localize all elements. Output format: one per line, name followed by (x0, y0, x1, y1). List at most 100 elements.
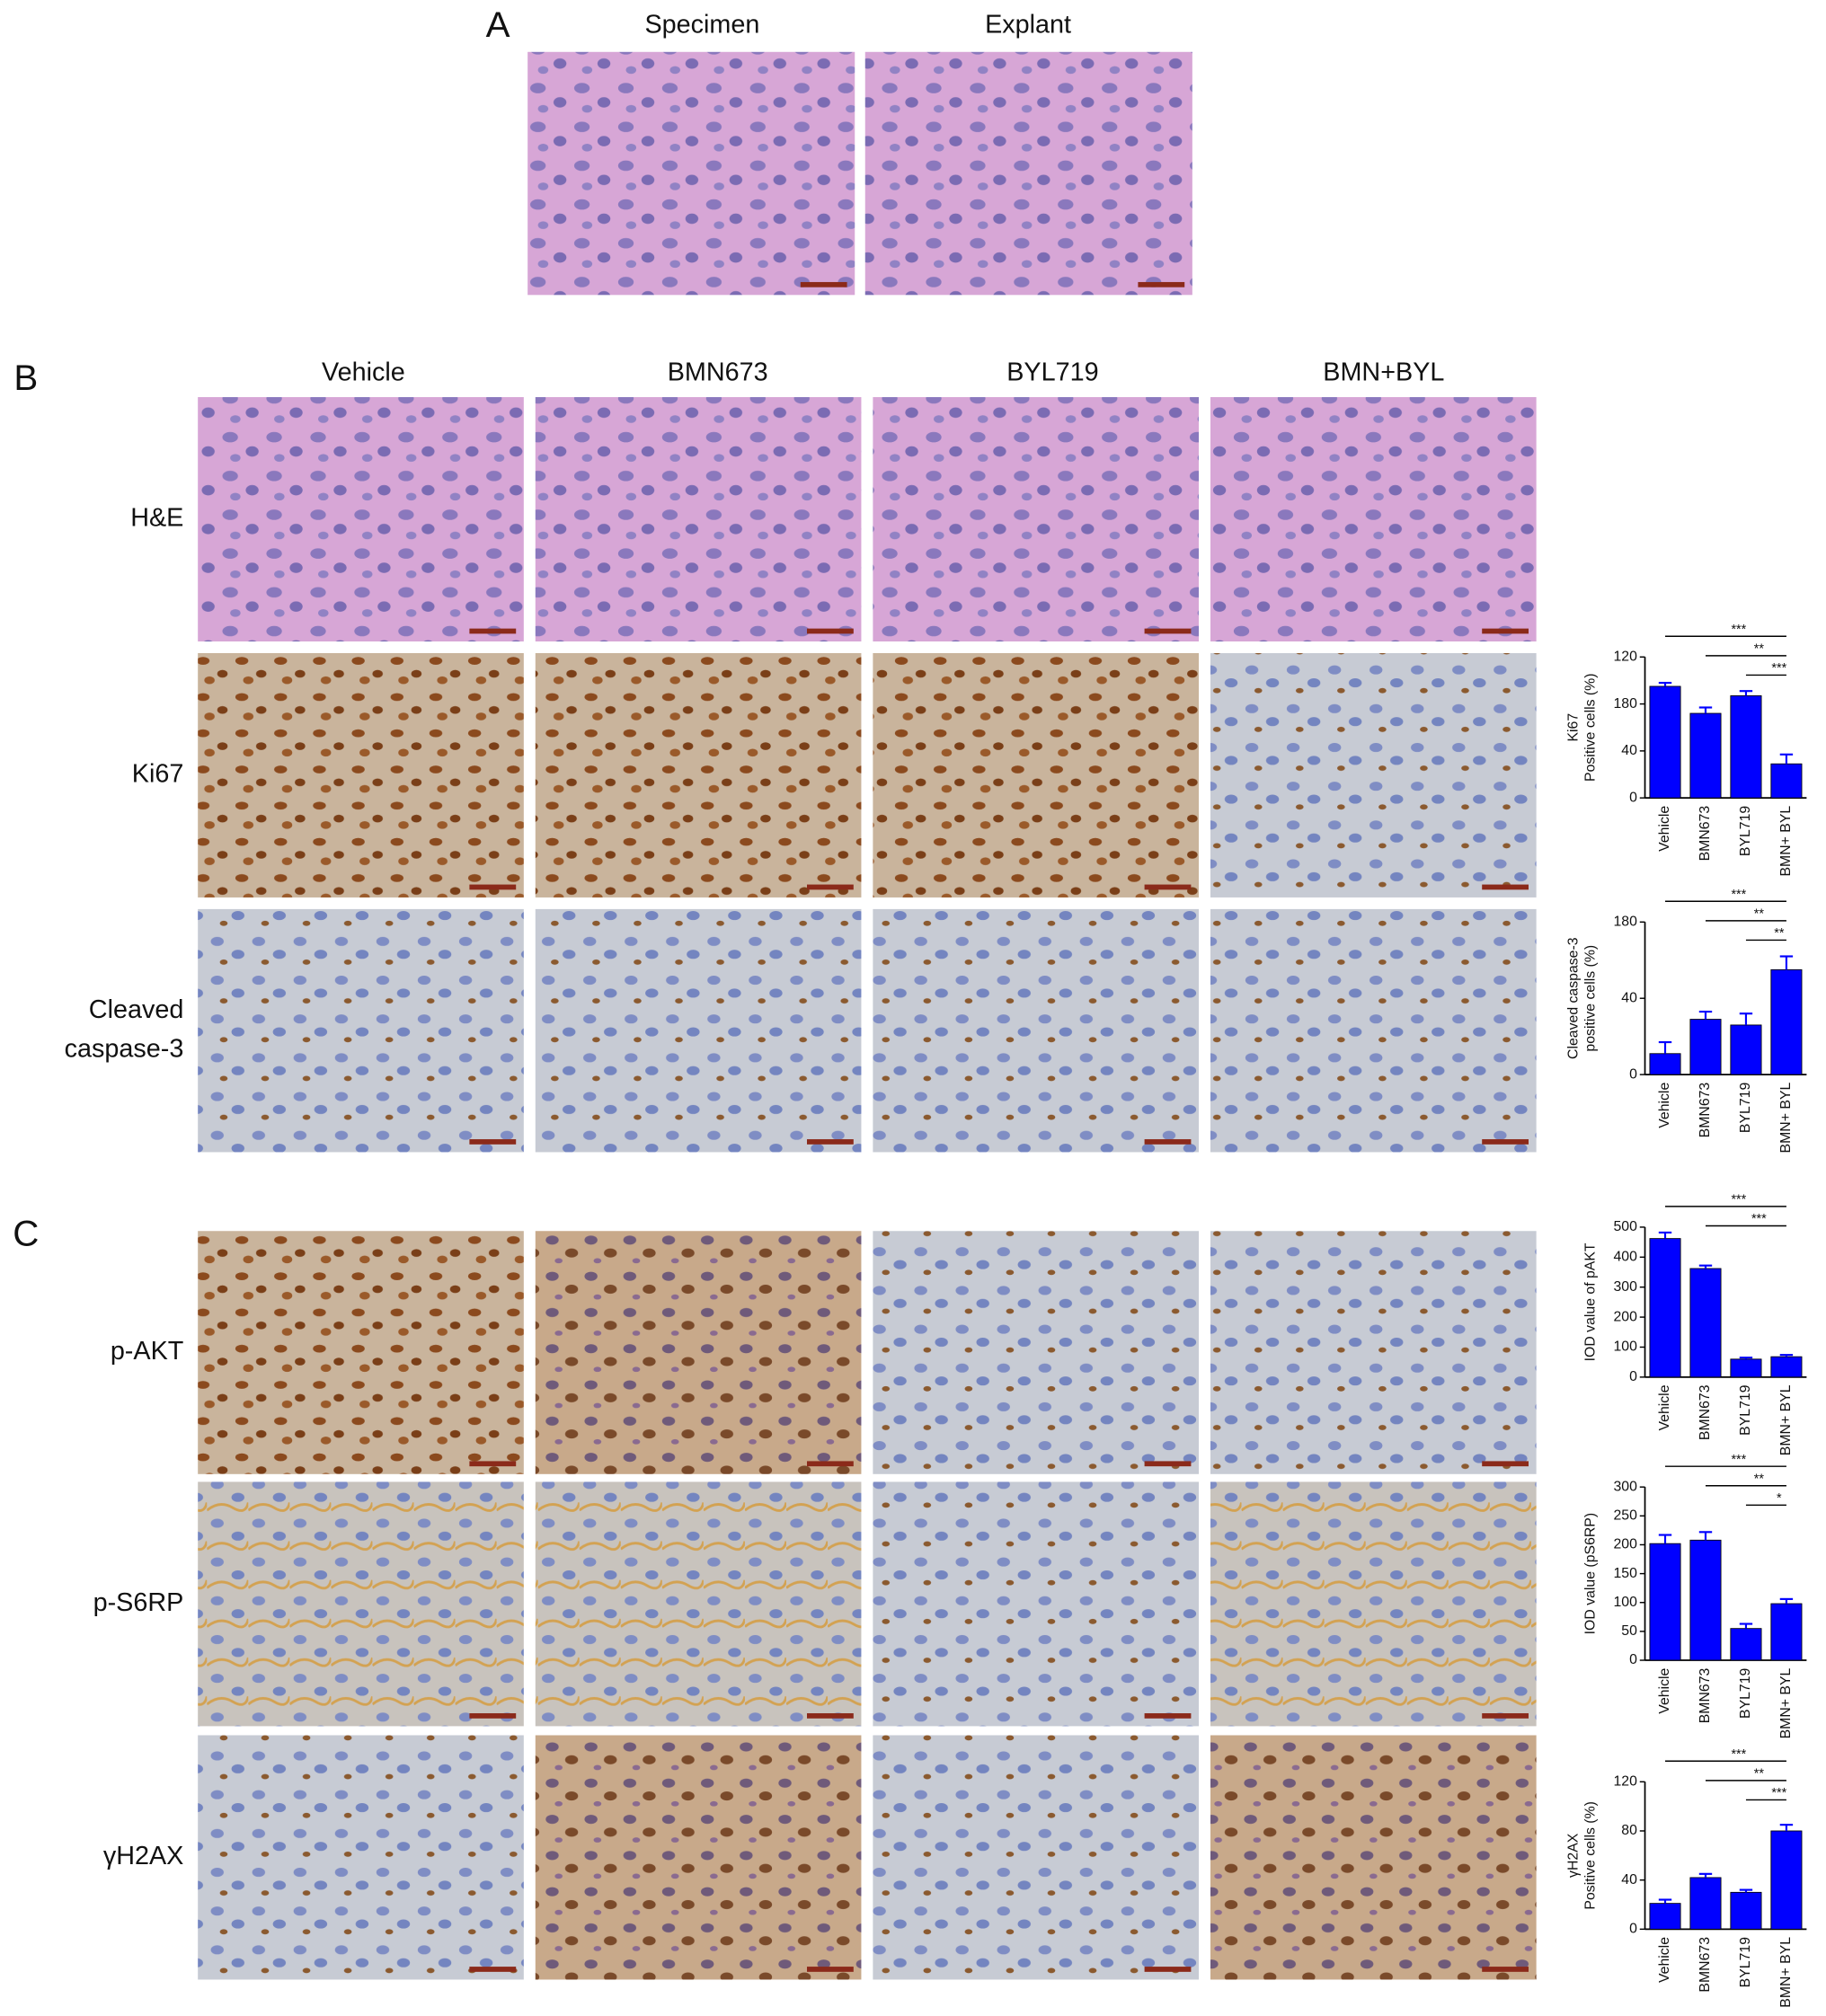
y-tick-label: 0 (1629, 1066, 1637, 1082)
x-tick-label: BMN673 (1697, 806, 1713, 862)
x-tick-label: BMN673 (1697, 1937, 1713, 1993)
y-tick-label: 0 (1629, 790, 1637, 805)
y-tick-label: 180 (1613, 696, 1637, 712)
scale-bar (1144, 1967, 1192, 1972)
row-label: Ki67 (132, 760, 184, 789)
significance-label: ** (1754, 641, 1765, 656)
scale-bar (1482, 1461, 1529, 1467)
y-tick-label: 120 (1613, 649, 1637, 664)
row-label: p-AKT (111, 1337, 184, 1366)
scale-bar (469, 1967, 517, 1972)
y-tick-label: 100 (1613, 1595, 1637, 1610)
x-tick-label: Vehicle (1657, 806, 1672, 852)
micrograph (535, 652, 862, 897)
scale-bar (806, 1139, 854, 1145)
significance-label: *** (1731, 1747, 1746, 1762)
y-tick-label: 0 (1629, 1652, 1637, 1667)
micrograph (1210, 1735, 1537, 1980)
micrograph (873, 1735, 1200, 1980)
x-tick-label: Vehicle (1657, 1384, 1672, 1430)
y-tick-label: 400 (1613, 1250, 1637, 1265)
scale-bar (1138, 281, 1185, 287)
scale-bar (1144, 1139, 1192, 1145)
micrograph (864, 51, 1192, 296)
significance-label: *** (1731, 888, 1746, 902)
bar (1730, 694, 1762, 799)
x-tick-label: BYL719 (1738, 1667, 1753, 1719)
micrograph (1210, 1231, 1537, 1474)
y-axis-label: Positive cells (%) (1582, 673, 1598, 782)
significance-label: *** (1731, 623, 1746, 637)
significance-label: *** (1771, 661, 1786, 676)
significance-label: ** (1774, 926, 1785, 941)
column-header: BYL719 (1006, 358, 1098, 387)
bar (1770, 1603, 1803, 1661)
y-tick-label: 300 (1613, 1279, 1637, 1295)
x-tick-label: BMN+ BYL (1778, 1937, 1794, 2008)
bar (1649, 1238, 1681, 1378)
micrograph (535, 1481, 862, 1727)
scale-bar (1144, 1713, 1192, 1719)
micrograph (198, 652, 524, 897)
micrograph (198, 908, 524, 1153)
y-tick-label: 40 (1621, 1872, 1637, 1888)
y-tick-label: 40 (1621, 990, 1637, 1005)
y-tick-label: 40 (1621, 743, 1637, 758)
bar (1689, 1019, 1722, 1075)
significance-label: *** (1771, 1786, 1786, 1800)
scale-bar (469, 1461, 517, 1467)
y-axis-label: IOD value of pAKT (1582, 1242, 1598, 1361)
y-axis-label: Ki67 (1566, 713, 1582, 742)
bar (1730, 1358, 1762, 1378)
x-tick-label: Vehicle (1657, 1937, 1672, 1983)
column-header: Specimen (644, 11, 759, 40)
x-tick-label: BMN673 (1697, 1667, 1713, 1723)
y-tick-label: 0 (1629, 1369, 1637, 1384)
column-header: Explant (985, 11, 1071, 40)
x-tick-label: Vehicle (1657, 1667, 1672, 1713)
scale-bar (806, 1461, 854, 1467)
significance-label: *** (1731, 1193, 1746, 1207)
y-tick-label: 50 (1621, 1623, 1637, 1639)
y-tick-label: 120 (1613, 1773, 1637, 1789)
x-tick-label: BMN673 (1697, 1384, 1713, 1440)
bar (1649, 1543, 1681, 1661)
bar (1770, 1830, 1803, 1930)
micrograph (527, 51, 855, 296)
row-label: γH2AX (103, 1842, 184, 1870)
x-tick-label: BMN673 (1697, 1083, 1713, 1138)
column-header: Vehicle (322, 358, 405, 387)
x-tick-label: BYL719 (1738, 1384, 1753, 1436)
y-tick-label: 100 (1613, 1340, 1637, 1355)
scale-bar (806, 1967, 854, 1972)
panel-label: C (13, 1214, 39, 1254)
micrograph (535, 1735, 862, 1980)
bar (1730, 1628, 1762, 1661)
significance-label: *** (1751, 1212, 1767, 1226)
y-tick-label: 200 (1613, 1309, 1637, 1324)
x-tick-label: BYL719 (1738, 806, 1753, 857)
micrograph (198, 1735, 524, 1980)
scale-bar (469, 628, 517, 634)
significance-label: *** (1731, 1453, 1746, 1467)
x-tick-label: Vehicle (1657, 1083, 1672, 1128)
scale-bar (1482, 1967, 1529, 1972)
row-label: caspase-3 (65, 1034, 184, 1063)
y-axis-label: Positive cells (%) (1582, 1801, 1598, 1909)
panel-label: B (13, 358, 38, 398)
panel-label: A (486, 4, 510, 45)
bar (1689, 1877, 1722, 1930)
scale-bar (800, 281, 847, 287)
x-tick-label: BMN+ BYL (1778, 1667, 1794, 1738)
scale-bar (806, 1713, 854, 1719)
y-tick-label: 80 (1621, 1823, 1637, 1838)
micrograph (873, 652, 1200, 897)
micrograph (1210, 652, 1537, 897)
micrograph (1210, 397, 1537, 642)
bar (1730, 1024, 1762, 1075)
micrograph (1210, 908, 1537, 1153)
micrograph (198, 1231, 524, 1474)
y-axis-label: γH2AX (1566, 1833, 1582, 1878)
